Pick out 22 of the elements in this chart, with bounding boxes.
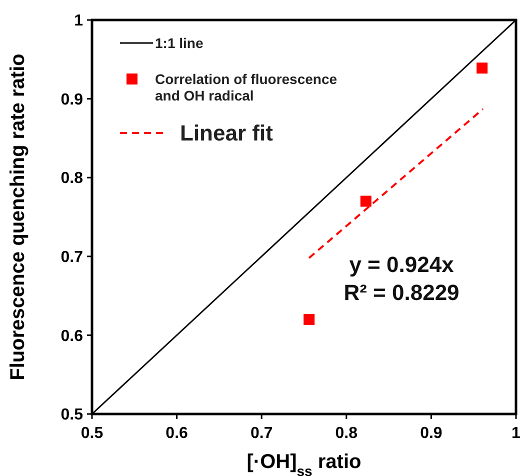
x-tick-label: 0.7	[250, 425, 273, 442]
y-tick-label: 0.5	[60, 406, 84, 424]
annotation: y = 0.924x	[349, 252, 455, 278]
x-tick-label: 0.9	[420, 425, 442, 442]
x-tick-label: 0.5	[80, 425, 104, 442]
x-tick-label: 0.8	[335, 425, 358, 442]
point	[360, 196, 372, 207]
x-tick-label: 1	[512, 425, 521, 442]
legend-label: Correlation of fluorescence and OH radical	[155, 70, 338, 104]
annotation: R² = 0.8229	[344, 280, 460, 306]
point	[476, 62, 488, 74]
y-axis-title: Fluorescence quenching rate ratio	[7, 54, 29, 380]
x-axis-title: [·OH]$_{ss}$ ratio	[246, 451, 362, 476]
legend-label: Linear fit	[180, 120, 274, 146]
legend-label: 1:1 line	[155, 34, 204, 51]
y-tick-label: 0.6	[60, 328, 84, 345]
y-tick-label: 1	[74, 12, 84, 30]
y-tick-label: 0.8	[60, 170, 84, 188]
y-tick-label: 0.9	[60, 91, 84, 108]
x-tick-label: 0.6	[166, 425, 188, 442]
y-tick-label: 0.7	[60, 249, 84, 266]
point	[304, 314, 315, 325]
